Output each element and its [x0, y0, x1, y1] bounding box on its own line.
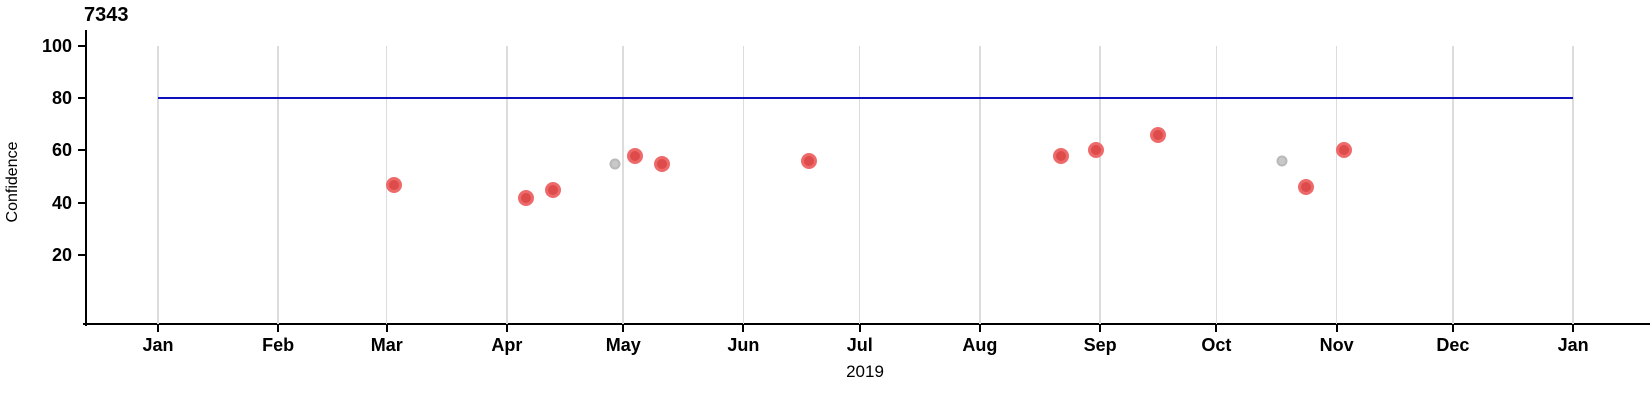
x-tick-label: Jan — [1557, 335, 1589, 355]
x-tick-mark — [277, 325, 280, 332]
x-axis-line — [83, 323, 1650, 325]
month-gridline — [1215, 46, 1218, 324]
x-tick-label: Feb — [262, 335, 295, 355]
month-gridline — [157, 46, 159, 324]
data-point — [1150, 126, 1167, 143]
data-point — [386, 176, 403, 193]
x-tick-label: Apr — [491, 335, 523, 355]
month-gridline — [1572, 46, 1574, 324]
month-gridline — [506, 46, 508, 324]
data-point — [1088, 142, 1105, 159]
month-gridline — [858, 46, 861, 324]
x-tick-label: Sep — [1083, 335, 1117, 355]
month-gridline — [1335, 46, 1338, 324]
x-tick-mark — [622, 325, 625, 332]
month-gridline — [277, 46, 279, 324]
month-gridline — [742, 46, 745, 324]
y-tick-mark — [78, 149, 85, 152]
y-tick-label: 80 — [51, 88, 72, 109]
x-tick-label: Jul — [846, 335, 873, 355]
y-tick-mark — [78, 97, 85, 100]
x-tick-mark — [1451, 325, 1454, 332]
chart-title: 7343 — [84, 4, 129, 26]
x-tick-mark — [858, 325, 861, 332]
x-tick-mark — [385, 325, 388, 332]
y-tick-label: 40 — [51, 192, 72, 213]
y-tick-label: 60 — [51, 140, 72, 161]
x-tick-label: Nov — [1319, 335, 1354, 355]
x-tick-mark — [742, 325, 745, 332]
y-tick-label: 20 — [51, 245, 72, 266]
data-point — [1336, 142, 1353, 159]
x-tick-label: Jan — [142, 335, 174, 355]
x-tick-label: May — [605, 335, 641, 355]
x-axis-title: 2019 — [846, 362, 884, 381]
x-tick-mark — [1335, 325, 1338, 332]
month-gridline — [1099, 46, 1101, 324]
x-tick-mark — [1215, 325, 1218, 332]
month-gridline — [1452, 46, 1454, 324]
data-point — [801, 152, 818, 169]
y-tick-mark — [78, 201, 85, 204]
x-tick-label: Dec — [1436, 335, 1470, 355]
x-tick-mark — [1099, 325, 1102, 332]
y-tick-label: 100 — [41, 35, 72, 56]
x-tick-mark — [157, 325, 159, 332]
x-tick-mark — [978, 325, 981, 332]
y-tick-mark — [78, 44, 85, 47]
data-point — [626, 147, 643, 164]
reference-line — [158, 97, 1574, 100]
data-point — [609, 158, 621, 170]
data-point — [1297, 179, 1314, 196]
month-gridline — [979, 46, 981, 324]
data-point — [545, 181, 562, 198]
x-tick-label: Aug — [962, 335, 998, 355]
month-gridline — [622, 46, 624, 324]
x-tick-label: Jun — [727, 335, 760, 355]
data-point — [518, 189, 535, 206]
x-tick-mark — [505, 325, 508, 332]
y-tick-mark — [78, 254, 85, 257]
x-tick-mark — [1572, 325, 1575, 332]
x-tick-label: Oct — [1201, 335, 1232, 355]
y-axis-line — [85, 30, 87, 326]
x-tick-label: Mar — [370, 335, 403, 355]
data-point — [654, 155, 670, 172]
data-point — [1276, 155, 1288, 167]
data-point — [1053, 147, 1070, 164]
